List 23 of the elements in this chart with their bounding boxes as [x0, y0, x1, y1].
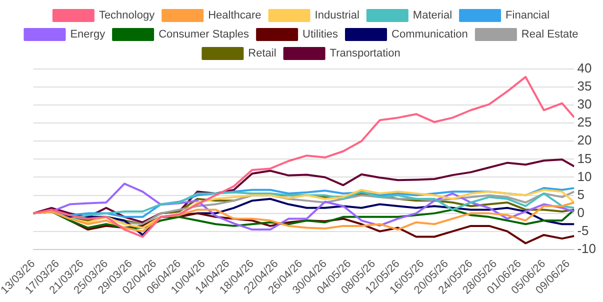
legend-label: Healthcare [208, 10, 262, 22]
y-tick-label: 0 [577, 204, 584, 220]
y-tick-label: -10 [577, 240, 596, 256]
legend-label: Industrial [314, 10, 360, 22]
legend-label: Financial [506, 10, 550, 22]
legend-label: Energy [70, 28, 106, 41]
legend-label: Transportation [330, 48, 400, 60]
legend-label: Real Estate [521, 28, 578, 41]
legend-label: Technology [98, 10, 156, 22]
y-tick-label: 15 [577, 150, 592, 166]
y-tick-label: 35 [577, 78, 592, 94]
y-tick-label: -5 [577, 222, 589, 238]
y-tick-label: 30 [577, 96, 592, 112]
legend-label: Consumer Staples [158, 28, 250, 41]
y-tick-label: 25 [577, 114, 592, 130]
legend-label: Communication [392, 28, 468, 41]
y-tick-label: 10 [577, 168, 592, 184]
y-tick-label: 40 [577, 60, 592, 76]
legend-label: Utilities [302, 28, 339, 41]
legend-label: Material [412, 10, 452, 22]
y-tick-label: 5 [577, 186, 584, 202]
y-tick-label: 20 [577, 132, 592, 148]
legend-label: Retail [248, 48, 276, 60]
